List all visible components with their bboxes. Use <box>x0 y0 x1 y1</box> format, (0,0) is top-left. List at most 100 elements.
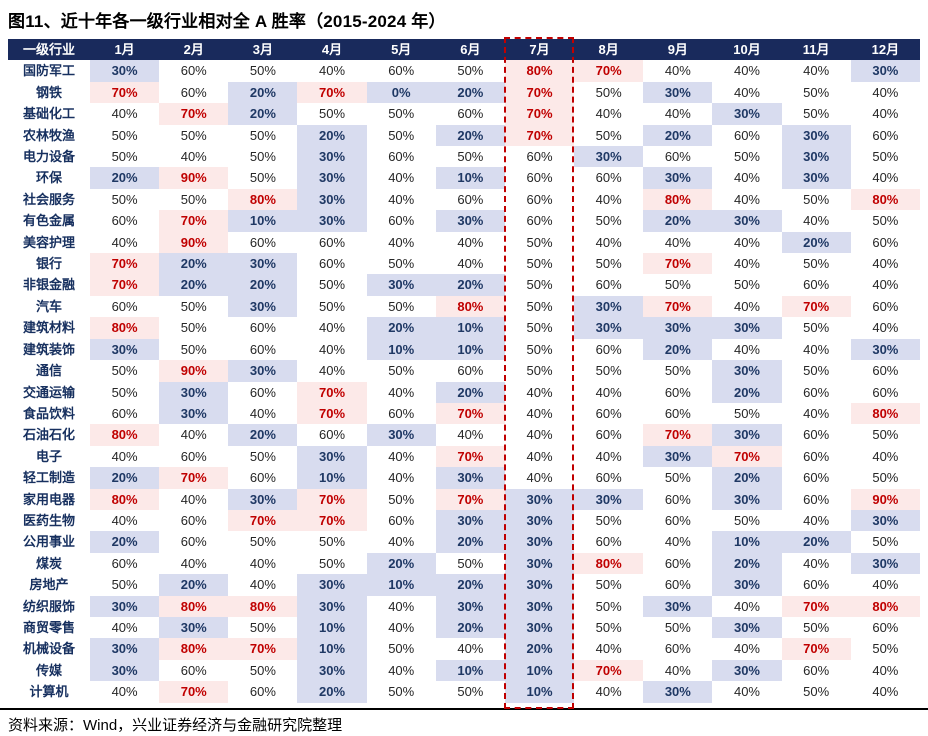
value-cell: 60% <box>228 338 298 361</box>
value-cell: 10% <box>435 167 505 189</box>
table-row: 电力设备 50% 40% 50% 30% 60% 50% 60% 30% 60% 50% 30% 50% <box>8 146 920 168</box>
value-cell: 60% <box>574 167 644 189</box>
value-cell: 50% <box>366 253 436 275</box>
value-cell: 60% <box>90 210 160 232</box>
value-cell: 60% <box>643 488 713 510</box>
month-header: 5月 <box>366 39 436 61</box>
value-cell: 30% <box>366 424 436 446</box>
value-cell: 60% <box>643 146 713 168</box>
industry-label: 机械设备 <box>22 641 75 657</box>
value-cell: 40% <box>435 253 505 275</box>
value-cell: 40% <box>712 253 782 275</box>
value-cell: 50% <box>781 253 851 275</box>
table-row: 轻工制造 20% 70% 60% 10% 40% 30% 40% 60% 50% 20% 60% 50% <box>8 467 920 489</box>
value-cell: 50% <box>643 616 713 639</box>
value-cell: 30% <box>643 317 713 339</box>
value-cell: 50% <box>643 274 713 296</box>
value-cell: 60% <box>90 402 160 425</box>
value-cell: 60% <box>159 60 229 82</box>
industry-label: 轻工制造 <box>22 470 75 486</box>
value-cell: 30% <box>712 616 782 639</box>
value-cell: 80% <box>504 60 575 82</box>
table-row: 商贸零售 40% 30% 50% 10% 40% 20% 30% 50% 50% 30% 50% 60% <box>8 616 920 639</box>
value-cell: 40% <box>850 681 920 703</box>
industry-label: 交通运输 <box>22 384 75 400</box>
value-cell: 40% <box>643 103 713 125</box>
value-cell: 30% <box>643 445 713 468</box>
value-cell: 50% <box>574 253 644 275</box>
value-cell: 30% <box>435 595 505 617</box>
industry-label: 非银金融 <box>22 277 75 293</box>
value-cell: 50% <box>504 317 575 339</box>
value-cell: 50% <box>90 574 160 596</box>
value-cell: 70% <box>90 81 160 104</box>
value-cell: 60% <box>643 402 713 425</box>
value-cell: 20% <box>712 552 782 575</box>
value-cell: 30% <box>435 210 505 232</box>
value-cell: 70% <box>297 81 367 104</box>
value-cell: 40% <box>504 424 575 446</box>
value-cell: 50% <box>504 295 575 318</box>
value-cell: 10% <box>504 681 575 703</box>
value-cell: 30% <box>159 381 229 403</box>
value-cell: 20% <box>90 467 160 489</box>
table-row: 非银金融 70% 20% 20% 50% 30% 20% 50% 60% 50% 50% 60% 40% <box>8 274 920 296</box>
value-cell: 20% <box>297 124 367 147</box>
value-cell: 30% <box>643 595 713 617</box>
month-header: 7月 <box>504 39 575 61</box>
value-cell: 50% <box>90 146 160 168</box>
industry-label: 建筑装饰 <box>22 341 75 357</box>
industry-label: 基础化工 <box>22 106 75 122</box>
value-cell: 70% <box>159 210 229 232</box>
value-cell: 80% <box>228 188 298 211</box>
value-cell: 30% <box>159 402 229 425</box>
value-cell: 20% <box>228 274 298 296</box>
value-cell: 40% <box>574 445 644 468</box>
value-cell: 20% <box>504 638 575 660</box>
value-cell: 80% <box>90 317 160 339</box>
value-cell: 40% <box>159 146 229 168</box>
value-cell: 30% <box>781 167 851 189</box>
value-cell: 60% <box>643 509 713 532</box>
value-cell: 60% <box>435 103 505 125</box>
value-cell: 50% <box>159 295 229 318</box>
value-cell: 50% <box>90 360 160 382</box>
value-cell: 60% <box>781 274 851 296</box>
value-cell: 50% <box>228 124 298 147</box>
value-cell: 10% <box>435 659 505 682</box>
value-cell: 60% <box>228 317 298 339</box>
value-cell: 60% <box>435 360 505 382</box>
value-cell: 60% <box>504 210 575 232</box>
industry-label: 家用电器 <box>22 491 75 507</box>
industry-label: 纺织服饰 <box>22 598 75 614</box>
value-cell: 60% <box>643 381 713 403</box>
value-cell: 20% <box>435 531 505 553</box>
value-cell: 40% <box>297 317 367 339</box>
value-cell: 50% <box>297 274 367 296</box>
value-cell: 40% <box>366 467 436 489</box>
value-cell: 20% <box>435 574 505 596</box>
value-cell: 30% <box>574 295 644 318</box>
value-cell: 40% <box>850 253 920 275</box>
month-header: 10月 <box>712 39 782 61</box>
value-cell: 40% <box>850 574 920 596</box>
value-cell: 40% <box>574 638 644 660</box>
value-cell: 50% <box>366 681 436 703</box>
value-cell: 60% <box>90 295 160 318</box>
value-cell: 30% <box>850 338 920 361</box>
value-cell: 70% <box>504 81 575 104</box>
value-cell: 40% <box>781 210 851 232</box>
value-cell: 40% <box>90 445 160 468</box>
value-cell: 70% <box>159 103 229 125</box>
value-cell: 50% <box>90 124 160 147</box>
value-cell: 50% <box>850 146 920 168</box>
value-cell: 80% <box>90 488 160 510</box>
value-cell: 30% <box>297 595 367 617</box>
value-cell: 40% <box>366 381 436 403</box>
source-note: 资料来源：Wind，兴业证券经济与金融研究院整理 <box>0 707 928 735</box>
value-cell: 60% <box>366 509 436 532</box>
value-cell: 50% <box>366 360 436 382</box>
value-cell: 10% <box>435 317 505 339</box>
value-cell: 40% <box>712 338 782 361</box>
table-row: 有色金属 60% 70% 10% 30% 60% 30% 60% 50% 20% 30% 40% 50% <box>8 210 920 232</box>
